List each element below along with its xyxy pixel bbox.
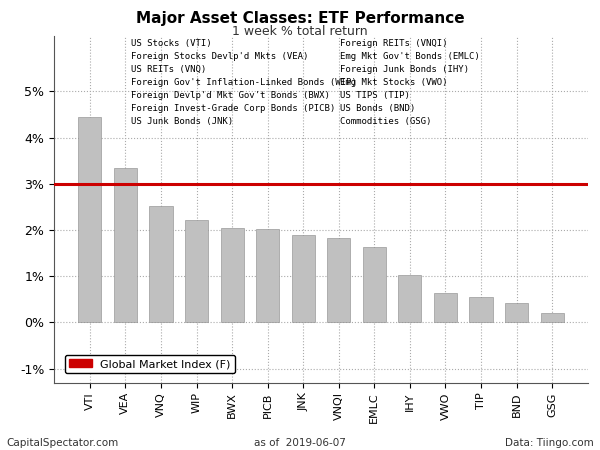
Bar [221, 228, 244, 323]
Bar [505, 303, 528, 323]
Bar [363, 247, 386, 323]
Bar [149, 206, 173, 323]
Text: CapitalSpectator.com: CapitalSpectator.com [6, 438, 118, 448]
Text: Foreign REITs (VNQI)
Emg Mkt Gov't Bonds (EMLC)
Foreign Junk Bonds (IHY)
Emg Mkt: Foreign REITs (VNQI) Emg Mkt Gov't Bonds… [340, 40, 479, 126]
Bar [292, 234, 315, 323]
Bar [469, 297, 493, 323]
Bar [185, 220, 208, 323]
Bar [541, 313, 564, 323]
Text: Data: Tiingo.com: Data: Tiingo.com [505, 438, 594, 448]
Text: Major Asset Classes: ETF Performance: Major Asset Classes: ETF Performance [136, 11, 464, 26]
Bar [78, 117, 101, 323]
Text: US Stocks (VTI)
Foreign Stocks Devlp'd Mkts (VEA)
US REITs (VNQ)
Foreign Gov't I: US Stocks (VTI) Foreign Stocks Devlp'd M… [131, 40, 357, 126]
Bar [398, 275, 421, 323]
Text: as of  2019-06-07: as of 2019-06-07 [254, 438, 346, 448]
Bar [327, 238, 350, 323]
Text: 1 week % total return: 1 week % total return [232, 25, 368, 38]
Bar [114, 168, 137, 323]
Legend: Global Market Index (F): Global Market Index (F) [65, 355, 235, 374]
Bar [256, 229, 279, 323]
Bar [434, 293, 457, 323]
